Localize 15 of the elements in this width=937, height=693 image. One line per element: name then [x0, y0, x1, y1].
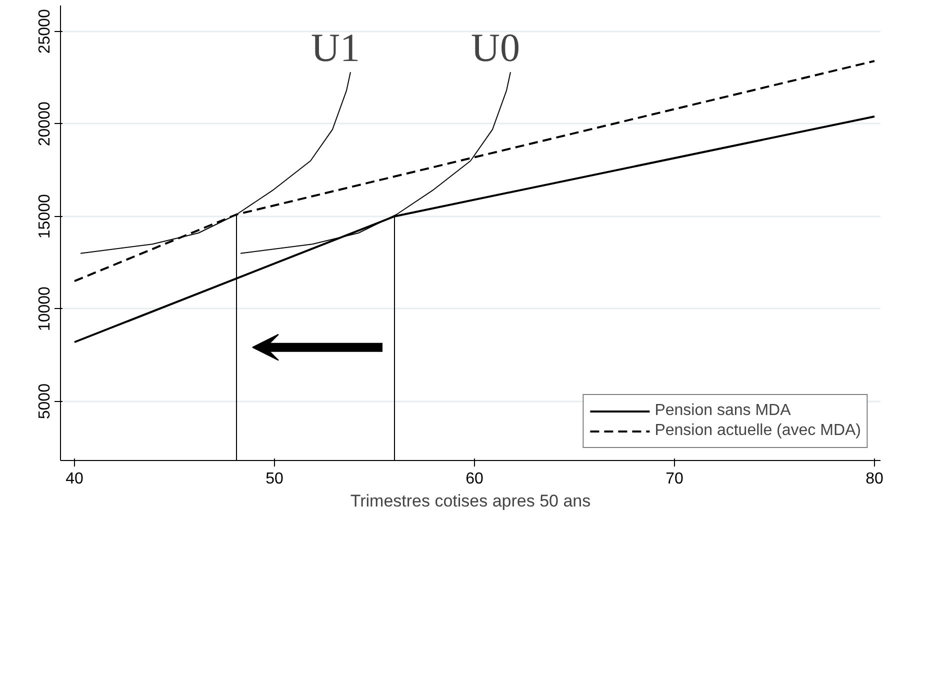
y-tick-label: 20000 — [36, 102, 54, 146]
x-tick-label: 80 — [866, 470, 884, 488]
y-tick-label: 15000 — [36, 194, 54, 239]
x-tick-label: 60 — [466, 470, 484, 488]
annotation: U1 — [311, 25, 360, 70]
y-tick-label: 10000 — [36, 286, 54, 332]
legend-label: Pension actuelle (avec MDA) — [654, 422, 861, 440]
legend-label: Pension sans MDA — [654, 402, 791, 420]
y-tick-label: 5000 — [36, 383, 54, 420]
x-tick-label: 40 — [66, 470, 84, 488]
x-tick-label: 70 — [666, 470, 684, 488]
x-axis-title: Trimestres cotises apres 50 ans — [350, 492, 591, 510]
annotation: U0 — [471, 25, 520, 70]
x-tick-label: 50 — [266, 470, 284, 488]
y-tick-label: 25000 — [36, 9, 54, 54]
